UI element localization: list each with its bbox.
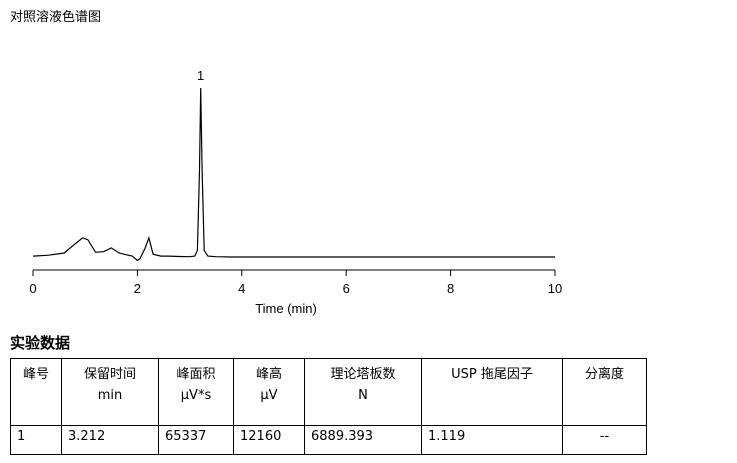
col-name: 峰号: [22, 367, 49, 382]
col-name: 峰面积: [176, 367, 216, 382]
col-name: 理论塔板数: [330, 367, 396, 382]
table-header-row: 峰号 保留时间 min 峰面积 μV*s 峰高 μV 理论塔板数 N USP 拖…: [10, 358, 647, 426]
col-name: 保留时间: [83, 367, 136, 382]
x-axis-label: Time (min): [255, 301, 317, 316]
x-tick-label: 0: [29, 281, 36, 296]
x-tick-label: 10: [548, 281, 562, 296]
col-name: USP 拖尾因子: [451, 367, 533, 382]
col-peak-area: 峰面积 μV*s: [158, 358, 234, 426]
table-row: 1 3.212 65337 12160 6889.393 1.119 --: [10, 425, 647, 455]
col-name: 峰高: [255, 367, 282, 382]
cell-peak-area: 65337: [158, 425, 234, 455]
col-unit: μV*s: [180, 388, 212, 403]
col-retention-time: 保留时间 min: [61, 358, 159, 426]
col-unit: min: [97, 388, 123, 403]
col-peak-number: 峰号: [10, 358, 62, 426]
chromatogram-chart: 0 2 4 6 8 10 1 Time (min): [29, 68, 562, 316]
cell-peak-number: 1: [10, 425, 62, 455]
col-usp-tailing: USP 拖尾因子: [421, 358, 563, 426]
x-tick-label: 6: [343, 281, 350, 296]
cell-retention-time: 3.212: [61, 425, 159, 455]
col-theoretical-plates: 理论塔板数 N: [304, 358, 422, 426]
section-title: 实验数据: [10, 334, 71, 352]
col-name: 分离度: [584, 367, 624, 382]
x-tick-label: 2: [134, 281, 141, 296]
x-tick-label: 8: [447, 281, 454, 296]
cell-usp-tailing: 1.119: [421, 425, 563, 455]
cell-theoretical-plates: 6889.393: [304, 425, 422, 455]
peak-label: 1: [197, 68, 204, 83]
col-unit: μV: [260, 388, 278, 403]
col-peak-height: 峰高 μV: [233, 358, 305, 426]
cell-resolution: --: [562, 425, 647, 455]
chromatogram-trace: [32, 87, 555, 262]
col-resolution: 分离度: [562, 358, 647, 426]
x-tick-label: 4: [238, 281, 245, 296]
cell-peak-height: 12160: [233, 425, 305, 455]
page-title: 对照溶液色谱图: [10, 10, 102, 25]
results-table: 峰号 保留时间 min 峰面积 μV*s 峰高 μV 理论塔板数 N USP 拖…: [10, 358, 647, 455]
col-unit: N: [358, 388, 368, 403]
